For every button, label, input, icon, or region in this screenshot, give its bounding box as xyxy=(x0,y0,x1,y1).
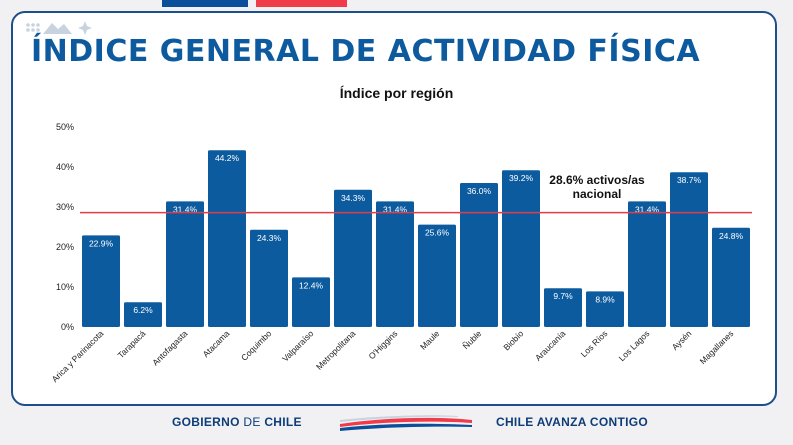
bar-value-label: 31.4% xyxy=(383,204,408,214)
bar-value-label: 24.8% xyxy=(719,231,744,241)
x-category-label: Arica y Parinacota xyxy=(50,328,106,384)
reference-annotation-line-2: nacional xyxy=(573,187,622,201)
bar xyxy=(586,291,624,327)
bar-value-label: 12.4% xyxy=(299,280,324,290)
bar-value-label: 31.4% xyxy=(635,204,660,214)
bar xyxy=(208,150,246,327)
flag-blue-stripe xyxy=(162,0,248,7)
bar-value-label: 24.3% xyxy=(257,233,282,243)
bar-value-label: 22.9% xyxy=(89,238,114,248)
x-category-label: Valparaíso xyxy=(280,328,316,364)
x-category-label: Araucanía xyxy=(533,328,568,363)
x-category-label: Los Lagos xyxy=(617,328,652,363)
y-tick-label: 10% xyxy=(56,282,74,292)
bar xyxy=(628,201,666,327)
bar-value-label: 31.4% xyxy=(173,204,198,214)
x-category-label: Aysén xyxy=(670,328,694,352)
bar-value-label: 44.2% xyxy=(215,153,240,163)
page-title: ÍNDICE GENERAL DE ACTIVIDAD FÍSICA xyxy=(31,34,701,69)
bar xyxy=(460,183,498,327)
footer-gobierno-de-chile: GOBIERNO DE CHILE xyxy=(172,415,302,429)
bar xyxy=(418,224,456,327)
footer-chile-avanza-contigo: CHILE AVANZA CONTIGO xyxy=(496,415,648,429)
bar xyxy=(166,201,204,327)
bar-value-label: 36.0% xyxy=(467,186,492,196)
bar xyxy=(670,172,708,327)
footer-chile: CHILE xyxy=(264,415,302,429)
y-tick-label: 40% xyxy=(56,162,74,172)
flag-red-stripe xyxy=(256,0,347,7)
bar-value-label: 6.2% xyxy=(133,305,153,315)
x-category-label: Atacama xyxy=(201,328,232,359)
bar xyxy=(82,235,120,327)
bar xyxy=(334,189,372,327)
y-tick-label: 50% xyxy=(56,122,74,132)
bar xyxy=(250,229,288,327)
bar xyxy=(502,170,540,327)
bar xyxy=(712,227,750,327)
bar xyxy=(292,277,330,327)
x-category-label: Biobío xyxy=(501,328,525,352)
x-category-label: Los Ríos xyxy=(579,328,610,359)
bar-value-label: 9.7% xyxy=(553,291,573,301)
y-tick-label: 0% xyxy=(61,322,74,332)
bar xyxy=(544,288,582,327)
bar xyxy=(124,302,162,327)
bar-value-label: 25.6% xyxy=(425,228,450,238)
flag-stripes xyxy=(162,0,347,7)
decorative-dots-mountains-icon xyxy=(26,21,92,35)
footer-swoosh-logo xyxy=(340,415,472,431)
x-category-label: Coquimbo xyxy=(239,328,274,363)
x-category-label: Antofagasta xyxy=(150,328,189,367)
x-category-label: Magallanes xyxy=(698,328,736,366)
chart-title: Índice por región xyxy=(339,85,454,101)
y-tick-label: 20% xyxy=(56,242,74,252)
footer-gobierno: GOBIERNO xyxy=(172,415,240,429)
bar-value-label: 34.3% xyxy=(341,193,366,203)
y-tick-label: 30% xyxy=(56,202,74,212)
x-category-label: Ñuble xyxy=(461,328,484,351)
bar-value-label: 39.2% xyxy=(509,173,534,183)
x-category-label: O'Higgins xyxy=(366,328,399,361)
bar xyxy=(376,201,414,327)
footer-de: DE xyxy=(243,415,261,429)
bar-value-label: 8.9% xyxy=(595,294,615,304)
x-category-label: Metropolitana xyxy=(314,328,358,372)
x-category-label: Tarapacá xyxy=(116,328,148,360)
x-category-label: Maule xyxy=(418,328,442,352)
bar-value-label: 38.7% xyxy=(677,175,702,185)
reference-annotation-line-1: 28.6% activos/as xyxy=(549,173,645,187)
